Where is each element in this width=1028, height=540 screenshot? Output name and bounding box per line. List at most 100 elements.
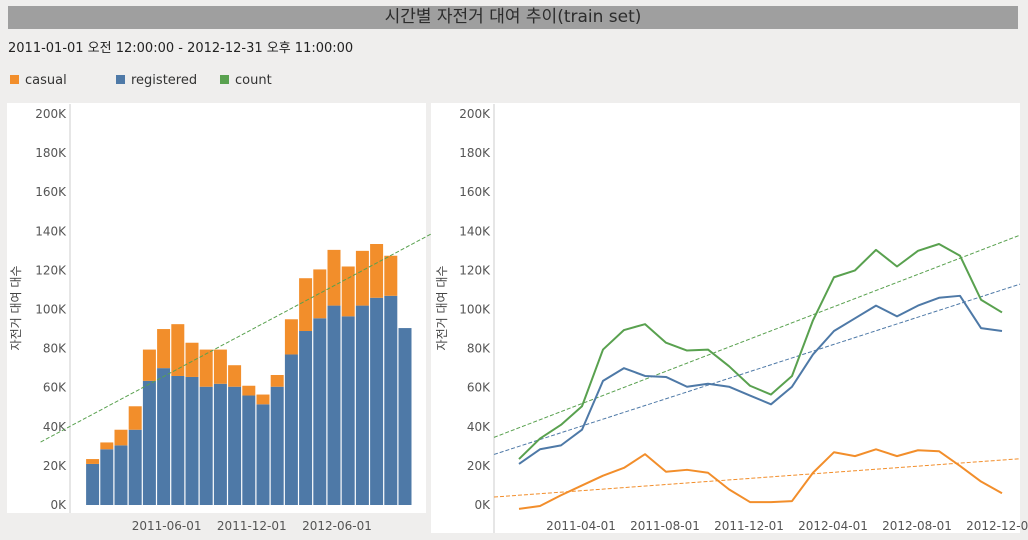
y-tick-label: 100K [459,303,491,317]
bar-casual-2012-10 [384,255,398,296]
bar-registered-2011-08 [185,376,199,505]
bar-casual-2011-11 [228,365,242,387]
x-tick-label: 2011-12-01 [217,519,287,533]
bar-casual-2012-03 [284,319,298,355]
bar-registered-2012-04 [299,331,313,505]
bar-registered-2012-06 [327,305,341,505]
y-tick-label: 60K [43,381,67,395]
bar-registered-2011-09 [199,386,213,505]
bar-casual-2011-09 [199,349,213,387]
legend-label-registered: registered [131,73,198,88]
bar-casual-2012-05 [313,269,327,319]
x-tick-label: 2012-06-01 [302,519,372,533]
bar-casual-2012-09 [370,244,384,298]
x-tick-label: 2011-04-01 [546,519,616,533]
legend-swatch-count [220,75,229,84]
line-chart-panel: 0K 20K 40K 60K 80K 100K 120K 140K 160K 180K 200K 자전… [431,103,1028,533]
x-tick-label: 2012-12-01 [966,519,1028,533]
bar-registered-2012-01 [256,404,270,505]
trend-line-casual [493,458,1021,498]
series-line-count [518,243,1003,460]
bar-registered-2011-01 [86,463,100,505]
date-range-subtitle: 2011-01-01 오전 12:00:00 - 2012-12-31 오후 1… [8,41,354,56]
y-tick-label: 20K [43,459,67,473]
series-line-casual [518,448,1003,510]
y-tick-label: 80K [467,342,491,356]
y-tick-label: 160K [35,185,67,199]
x-tick-label: 2011-12-01 [714,519,784,533]
y-axis-label: 자전거 대여 대수 [9,266,23,351]
y-tick-label: 120K [459,263,491,277]
title-bar: 시간별 자전거 대여 추이(train set) [8,6,1018,29]
x-tick-label: 2011-06-01 [132,519,202,533]
bar-registered-2012-07 [341,316,355,505]
bar-registered-2011-10 [213,383,227,505]
bar-registered-2011-12 [242,395,256,505]
bar-registered-2012-08 [355,305,369,505]
bar-registered-2012-10 [384,295,398,505]
bar-casual-2011-03 [114,429,128,446]
bar-registered-2012-02 [270,386,284,505]
bar-registered-2012-11 [398,328,412,505]
x-tick-label: 2012-04-01 [798,519,868,533]
y-tick-label: 180K [459,146,491,160]
bar-registered-2011-05 [142,380,156,505]
bar-registered-2012-03 [284,354,298,505]
y-tick-label: 100K [35,303,67,317]
legend-item-casual[interactable]: casual [10,73,67,88]
y-tick-label: 40K [43,420,67,434]
bar-casual-2011-06 [157,329,171,369]
y-tick-label: 180K [35,146,67,160]
x-tick-label: 2011-08-01 [630,519,700,533]
bar-casual-2012-08 [355,250,369,306]
trend-line-count [493,234,1021,438]
y-tick-label: 140K [35,224,67,238]
bar-casual-2011-08 [185,342,199,377]
stacked-bar-chart-panel: 0K 20K 40K 60K 80K 100K 120K 140K 160K 180K 200K 자전… [7,103,434,533]
legend-item-registered[interactable]: registered [116,73,197,88]
y-tick-label: 160K [459,185,491,199]
bar-casual-2012-06 [327,249,341,306]
y-tick-label: 80K [43,342,67,356]
bar-registered-2011-11 [228,386,242,505]
y-tick-label: 20K [467,459,491,473]
bar-casual-2012-07 [341,266,355,317]
bar-registered-2011-02 [100,449,114,505]
page-title: 시간별 자전거 대여 추이(train set) [384,7,642,27]
bar-registered-2011-04 [128,429,142,505]
legend-swatch-casual [10,75,19,84]
bar-casual-2011-04 [128,406,142,430]
bar-casual-2011-05 [142,349,156,381]
stacked-bar-chart: 0K 20K 40K 60K 80K 100K 120K 140K 160K 180K 200K 자전… [9,104,434,533]
bar-registered-2011-03 [114,445,128,505]
legend-label-count: count [235,73,272,88]
y-tick-label: 0K [50,498,67,512]
series-line-registered [518,294,1003,465]
bar-casual-2012-04 [299,278,313,332]
legend-item-count[interactable]: count [220,73,272,88]
bar-casual-2012-02 [270,374,284,387]
bar-registered-2011-07 [171,375,185,505]
bar-casual-2011-01 [86,459,100,464]
y-tick-label: 140K [459,224,491,238]
bar-casual-2011-12 [242,385,256,396]
line-chart: 0K 20K 40K 60K 80K 100K 120K 140K 160K 180K 200K 자전… [435,104,1028,533]
y-tick-label: 200K [459,107,491,121]
bar-casual-2012-01 [256,394,270,405]
bar-registered-2012-05 [313,318,327,505]
bar-casual-2011-07 [171,324,185,376]
x-tick-label: 2012-08-01 [882,519,952,533]
legend-label-casual: casual [25,73,67,88]
legend-swatch-registered [116,75,125,84]
bar-casual-2011-10 [213,349,227,384]
y-tick-label: 200K [35,107,67,121]
bar-registered-2011-06 [157,368,171,505]
trend-line-registered [493,283,1021,455]
y-tick-label: 40K [467,420,491,434]
y-tick-label: 120K [35,263,67,277]
trend-line-count [40,232,434,443]
bar-casual-2011-02 [100,442,114,450]
bar-registered-2012-09 [370,297,384,505]
y-tick-label: 60K [467,381,491,395]
y-tick-label: 0K [474,498,491,512]
